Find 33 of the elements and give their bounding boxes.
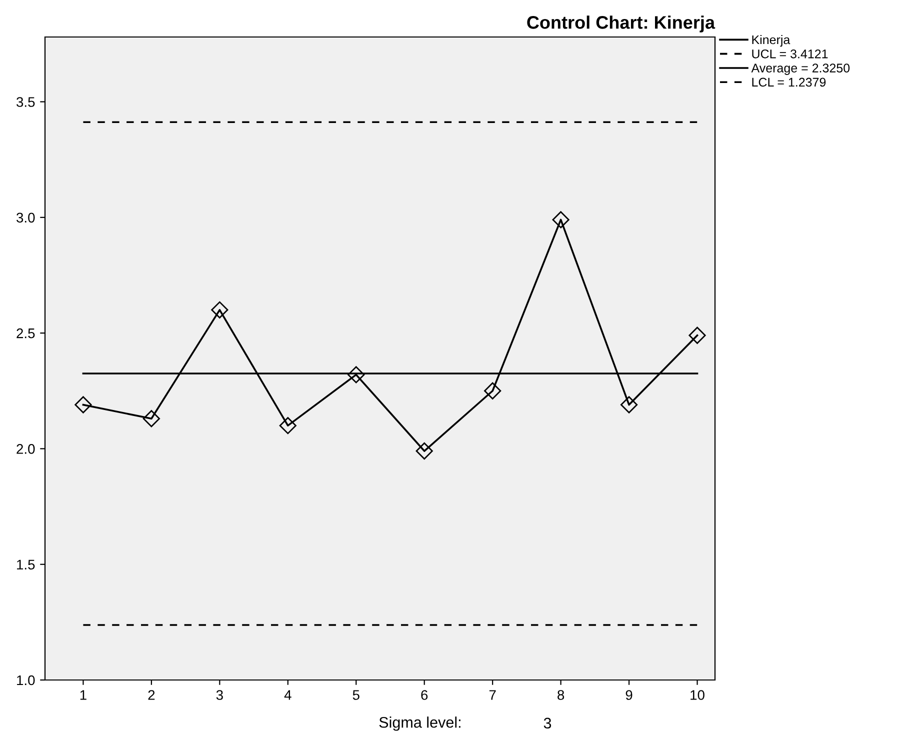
- point: [484, 382, 502, 400]
- y-tick-label: 3.0: [16, 212, 35, 223]
- point: [211, 301, 228, 318]
- legend-label: Average = 2.3250: [751, 64, 850, 75]
- x-tick-label: 5: [352, 690, 360, 700]
- y-tick-label: 2.5: [16, 328, 35, 338]
- x-tick-label: 3: [216, 690, 223, 700]
- y-tick-label: 2.0: [16, 444, 35, 454]
- x-tick-label: 8: [558, 690, 564, 700]
- text: 3: [544, 718, 552, 729]
- x-tick-label: 10: [690, 690, 704, 700]
- x-tick-label: 9: [626, 690, 632, 700]
- legend-label: Kinerja: [752, 35, 790, 47]
- point: [620, 396, 638, 414]
- point: [688, 326, 706, 344]
- point: [74, 396, 92, 414]
- point: [552, 211, 570, 228]
- y-tick-label: 1.5: [17, 560, 35, 570]
- legend-label: LCL = 1.2379: [752, 78, 826, 87]
- x-tick-label: 4: [284, 690, 292, 700]
- x-tick-label: 1: [80, 690, 86, 700]
- x-tick-label: 6: [421, 690, 428, 700]
- x-tick-label: 2: [148, 690, 155, 700]
- point: [279, 417, 296, 434]
- point: [416, 442, 433, 460]
- x-axis-title: Sigma level:: [379, 716, 460, 731]
- y-tick-label: 3.5: [16, 97, 35, 107]
- x-tick-label: 7: [489, 690, 496, 700]
- chart-title: Control Chart: Kinerja: [527, 16, 716, 32]
- point: [142, 410, 160, 428]
- point: [348, 366, 365, 384]
- y-tick-label: 1.0: [17, 675, 35, 686]
- legend-label: UCL = 3.4121: [752, 49, 828, 58]
